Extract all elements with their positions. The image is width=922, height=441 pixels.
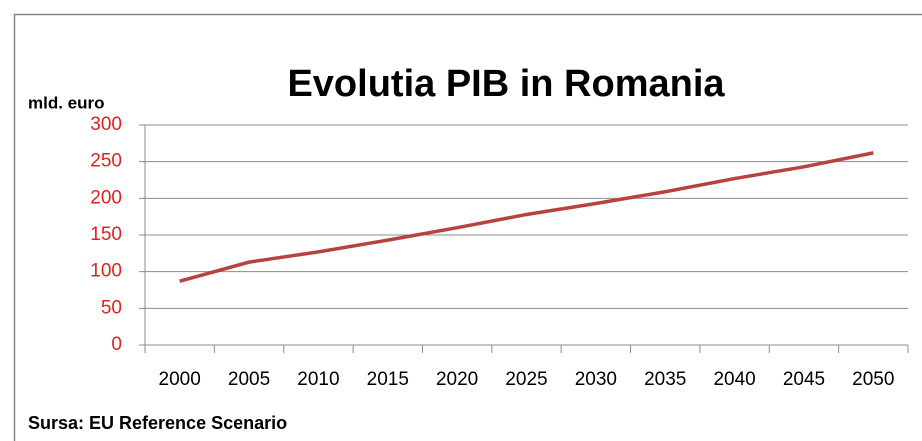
x-tick-label: 2030 bbox=[575, 369, 617, 390]
chart-title: Evolutia PIB in Romania bbox=[287, 63, 725, 105]
y-tick-label: 200 bbox=[90, 187, 122, 208]
x-tick-label: 2025 bbox=[505, 369, 547, 390]
chart-border bbox=[13, 13, 922, 441]
y-tick-label: 100 bbox=[90, 261, 122, 282]
y-tick-label: 0 bbox=[111, 334, 122, 355]
y-tick-label: 300 bbox=[90, 114, 122, 135]
x-tick-label: 2035 bbox=[644, 369, 686, 390]
y-axis-label: mld. euro bbox=[28, 93, 105, 112]
x-tick-label: 2010 bbox=[297, 369, 339, 390]
x-tick-label: 2040 bbox=[713, 369, 755, 390]
x-tick-label: 2000 bbox=[159, 369, 201, 390]
y-tick-label: 50 bbox=[101, 297, 122, 318]
x-tick-label: 2015 bbox=[367, 369, 409, 390]
y-tick-label: 150 bbox=[90, 224, 122, 245]
x-tick-label: 2005 bbox=[228, 369, 270, 390]
source-note: Sursa: EU Reference Scenario bbox=[28, 413, 287, 433]
y-tick-label: 250 bbox=[90, 151, 122, 172]
x-tick-label: 2050 bbox=[852, 369, 894, 390]
x-tick-label: 2045 bbox=[783, 369, 825, 390]
data-line bbox=[179, 151, 874, 283]
x-tick-label: 2020 bbox=[436, 369, 478, 390]
